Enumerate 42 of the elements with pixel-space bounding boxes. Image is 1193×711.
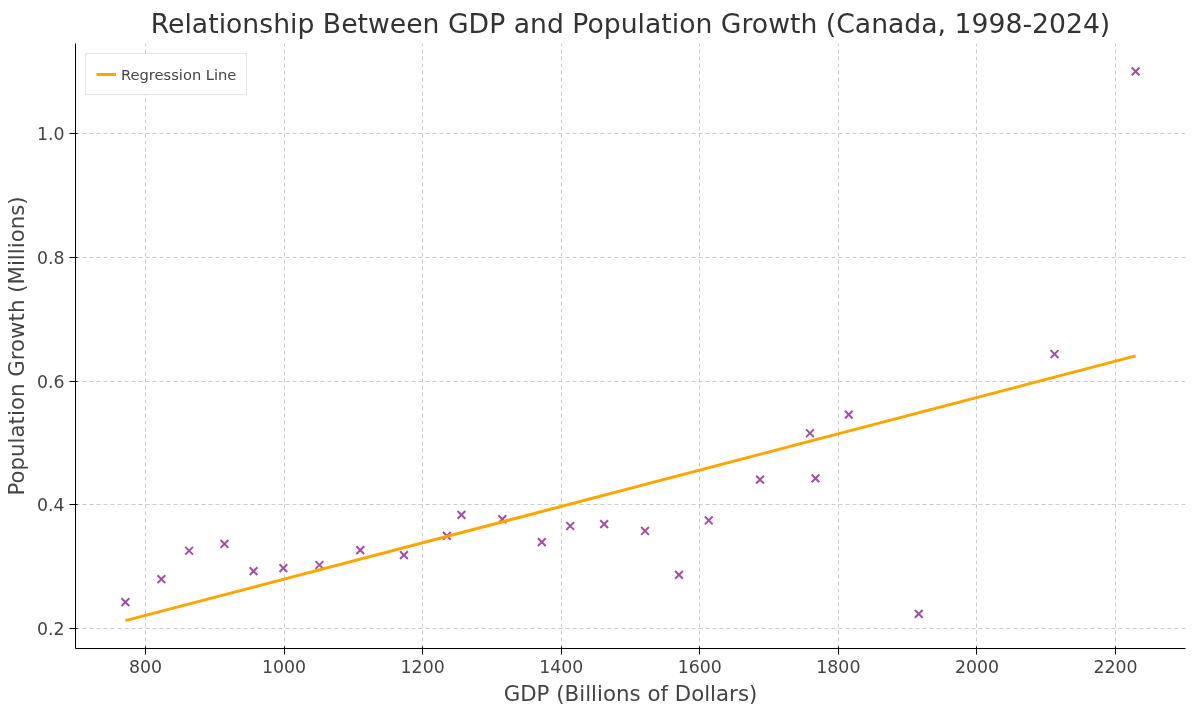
y-tick-label: 0.4 [36, 495, 65, 516]
point [184, 545, 195, 556]
point [913, 608, 924, 619]
point [674, 570, 684, 580]
point [248, 566, 259, 577]
point [640, 526, 650, 536]
x-tick-label: 1600 [677, 656, 722, 677]
point [805, 428, 815, 439]
chart-title: Relationship Between GDP and Population Growth (Canada, 1998-2024) [150, 7, 1111, 39]
point [314, 560, 325, 570]
x-tick-label: 1800 [816, 656, 861, 677]
point [1049, 349, 1060, 359]
point [755, 474, 765, 485]
point [810, 473, 821, 484]
point [156, 574, 167, 585]
y-tick-label: 0.2 [36, 619, 65, 640]
legend-label: Regression Line [121, 65, 237, 83]
x-tick-label: 1000 [262, 656, 307, 677]
point [355, 545, 366, 556]
x-tick-label: 2200 [1093, 656, 1138, 677]
y-tick-label: 0.6 [36, 371, 65, 392]
point [497, 514, 508, 525]
x-tick-label: 1200 [400, 656, 445, 677]
point [219, 539, 230, 549]
x-tick-label: 1400 [539, 656, 584, 677]
point [703, 515, 714, 526]
y-tick-label: 0.8 [36, 248, 65, 269]
y-tick-label: 1.0 [36, 124, 65, 145]
point [442, 531, 452, 541]
point [456, 509, 467, 520]
point [278, 563, 289, 573]
point [565, 521, 576, 531]
x-axis-title: GDP (Billions of Dollars) [503, 680, 758, 706]
point [599, 519, 610, 530]
x-tick-label: 800 [128, 656, 163, 677]
point [399, 550, 409, 560]
x-tick-label: 2000 [954, 656, 999, 677]
y-axis-title: Population Growth (Millions) [3, 196, 29, 496]
point [1130, 66, 1141, 77]
point [536, 537, 547, 547]
point [843, 409, 854, 420]
point [120, 597, 131, 607]
